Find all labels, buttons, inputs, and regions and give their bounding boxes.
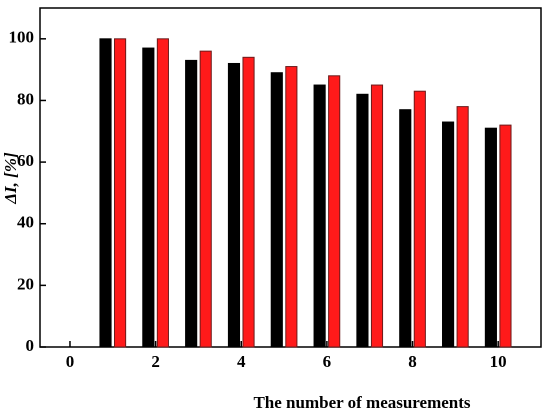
bar [370,84,384,348]
y-axis-label: ΔI, [%] [1,152,20,205]
bar [99,38,112,348]
bar [442,121,455,348]
x-tick-label: 4 [237,352,246,371]
bar [114,38,127,348]
bar [199,50,212,348]
y-tick-label: 40 [17,213,34,232]
bar [499,124,512,348]
bar [484,127,497,348]
bar [328,75,341,348]
bar [313,84,326,348]
x-tick-label: 6 [323,352,332,371]
x-axis-label: The number of measurements [253,393,470,412]
x-tick-label: 8 [408,352,417,371]
bar [270,72,283,348]
bar [142,47,155,348]
x-tick-label: 2 [151,352,160,371]
bar [456,106,469,348]
bar [185,59,198,348]
y-tick-label: 100 [9,28,35,47]
x-tick-label: 10 [490,352,507,371]
x-tick-label: 0 [66,352,75,371]
bar [285,66,298,348]
y-tick-label: 80 [17,89,34,108]
bar [227,62,241,348]
y-tick-label: 0 [26,336,35,355]
bar [413,90,426,348]
bar [156,38,169,348]
bar [242,56,255,348]
y-tick-label: 60 [17,151,34,170]
bar [399,109,412,348]
y-tick-label: 20 [17,274,34,293]
bar [356,93,369,348]
